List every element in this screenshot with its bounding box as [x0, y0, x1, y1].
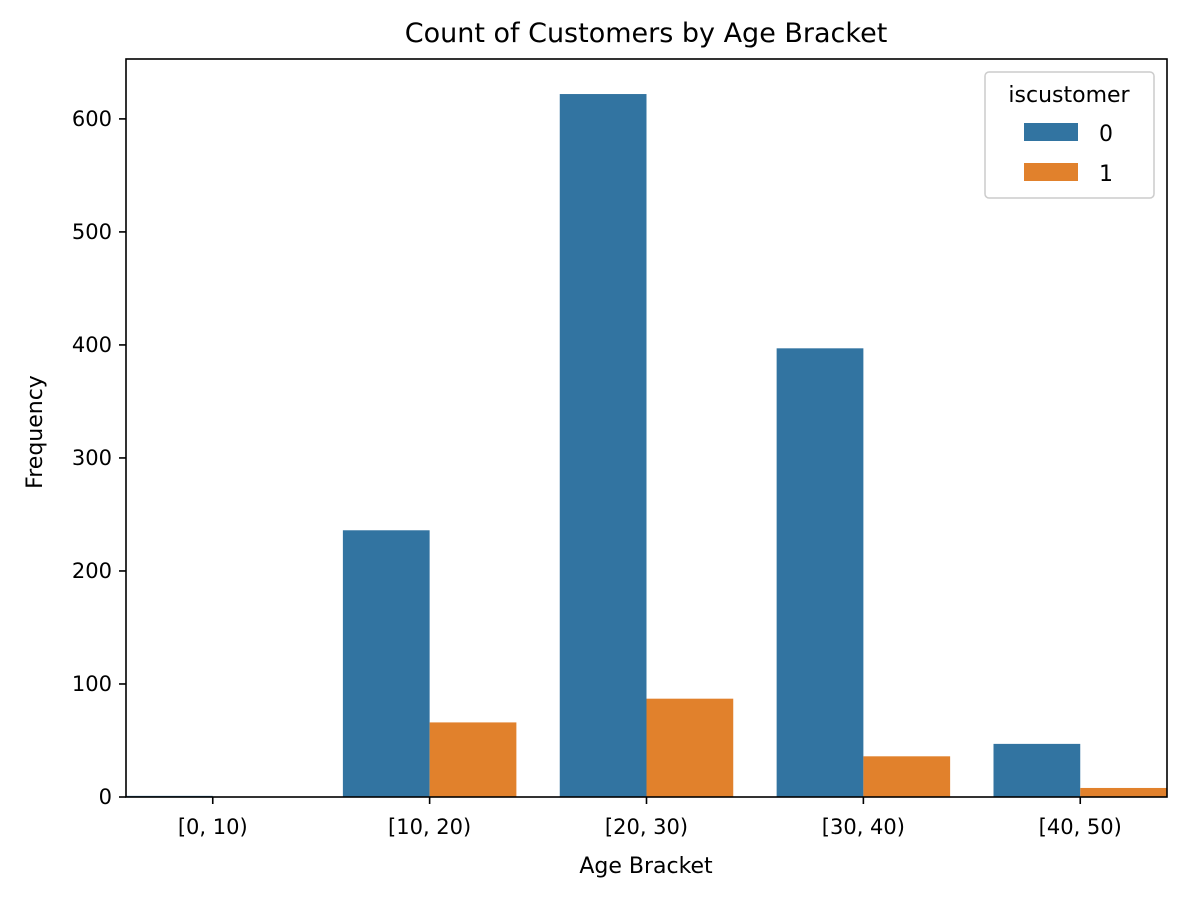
bar-series-1-category-1: [429, 722, 517, 797]
y-tick-label-0: 0: [99, 785, 112, 809]
y-tick-label-3: 300: [72, 446, 112, 470]
y-tick-label-4: 400: [72, 333, 112, 357]
y-axis-label: Frequency: [23, 375, 48, 489]
y-tick-label-1: 100: [72, 672, 112, 696]
x-tick-label-2: [20, 30): [605, 815, 688, 839]
bar-series-0-category-2: [559, 94, 647, 798]
legend: iscustomer 0 1: [984, 71, 1155, 199]
bar-series-1-category-2: [646, 698, 734, 797]
legend-label-series-0: 0: [1099, 122, 1113, 147]
y-axis-ticks: 0 100 200 300 400 500 600: [72, 107, 126, 809]
legend-swatch-series-0: [1024, 123, 1078, 141]
x-tick-label-4: [40, 50): [1039, 815, 1122, 839]
legend-label-series-1: 1: [1099, 162, 1113, 187]
y-tick-label-6: 600: [72, 107, 112, 131]
x-axis-label: Age Bracket: [579, 854, 713, 879]
bars-group: [126, 94, 1167, 798]
bar-series-1-category-4: [1080, 787, 1167, 797]
chart-title: Count of Customers by Age Bracket: [405, 18, 888, 49]
y-tick-label-5: 500: [72, 220, 112, 244]
legend-title: iscustomer: [1008, 83, 1130, 108]
bar-series-0-category-1: [342, 530, 430, 797]
bar-series-0-category-3: [776, 348, 864, 797]
bar-series-1-category-3: [863, 756, 951, 797]
x-axis-ticks: [0, 10) [10, 20) [20, 30) [30, 40) [40, 50): [178, 797, 1122, 839]
bar-series-0-category-4: [993, 743, 1081, 797]
plot-area-frame: [125, 58, 1168, 798]
legend-swatch-series-1: [1024, 163, 1078, 181]
x-tick-label-3: [30, 40): [822, 815, 905, 839]
y-tick-label-2: 200: [72, 559, 112, 583]
x-tick-label-0: [0, 10): [178, 815, 248, 839]
x-tick-label-1: [10, 20): [388, 815, 471, 839]
